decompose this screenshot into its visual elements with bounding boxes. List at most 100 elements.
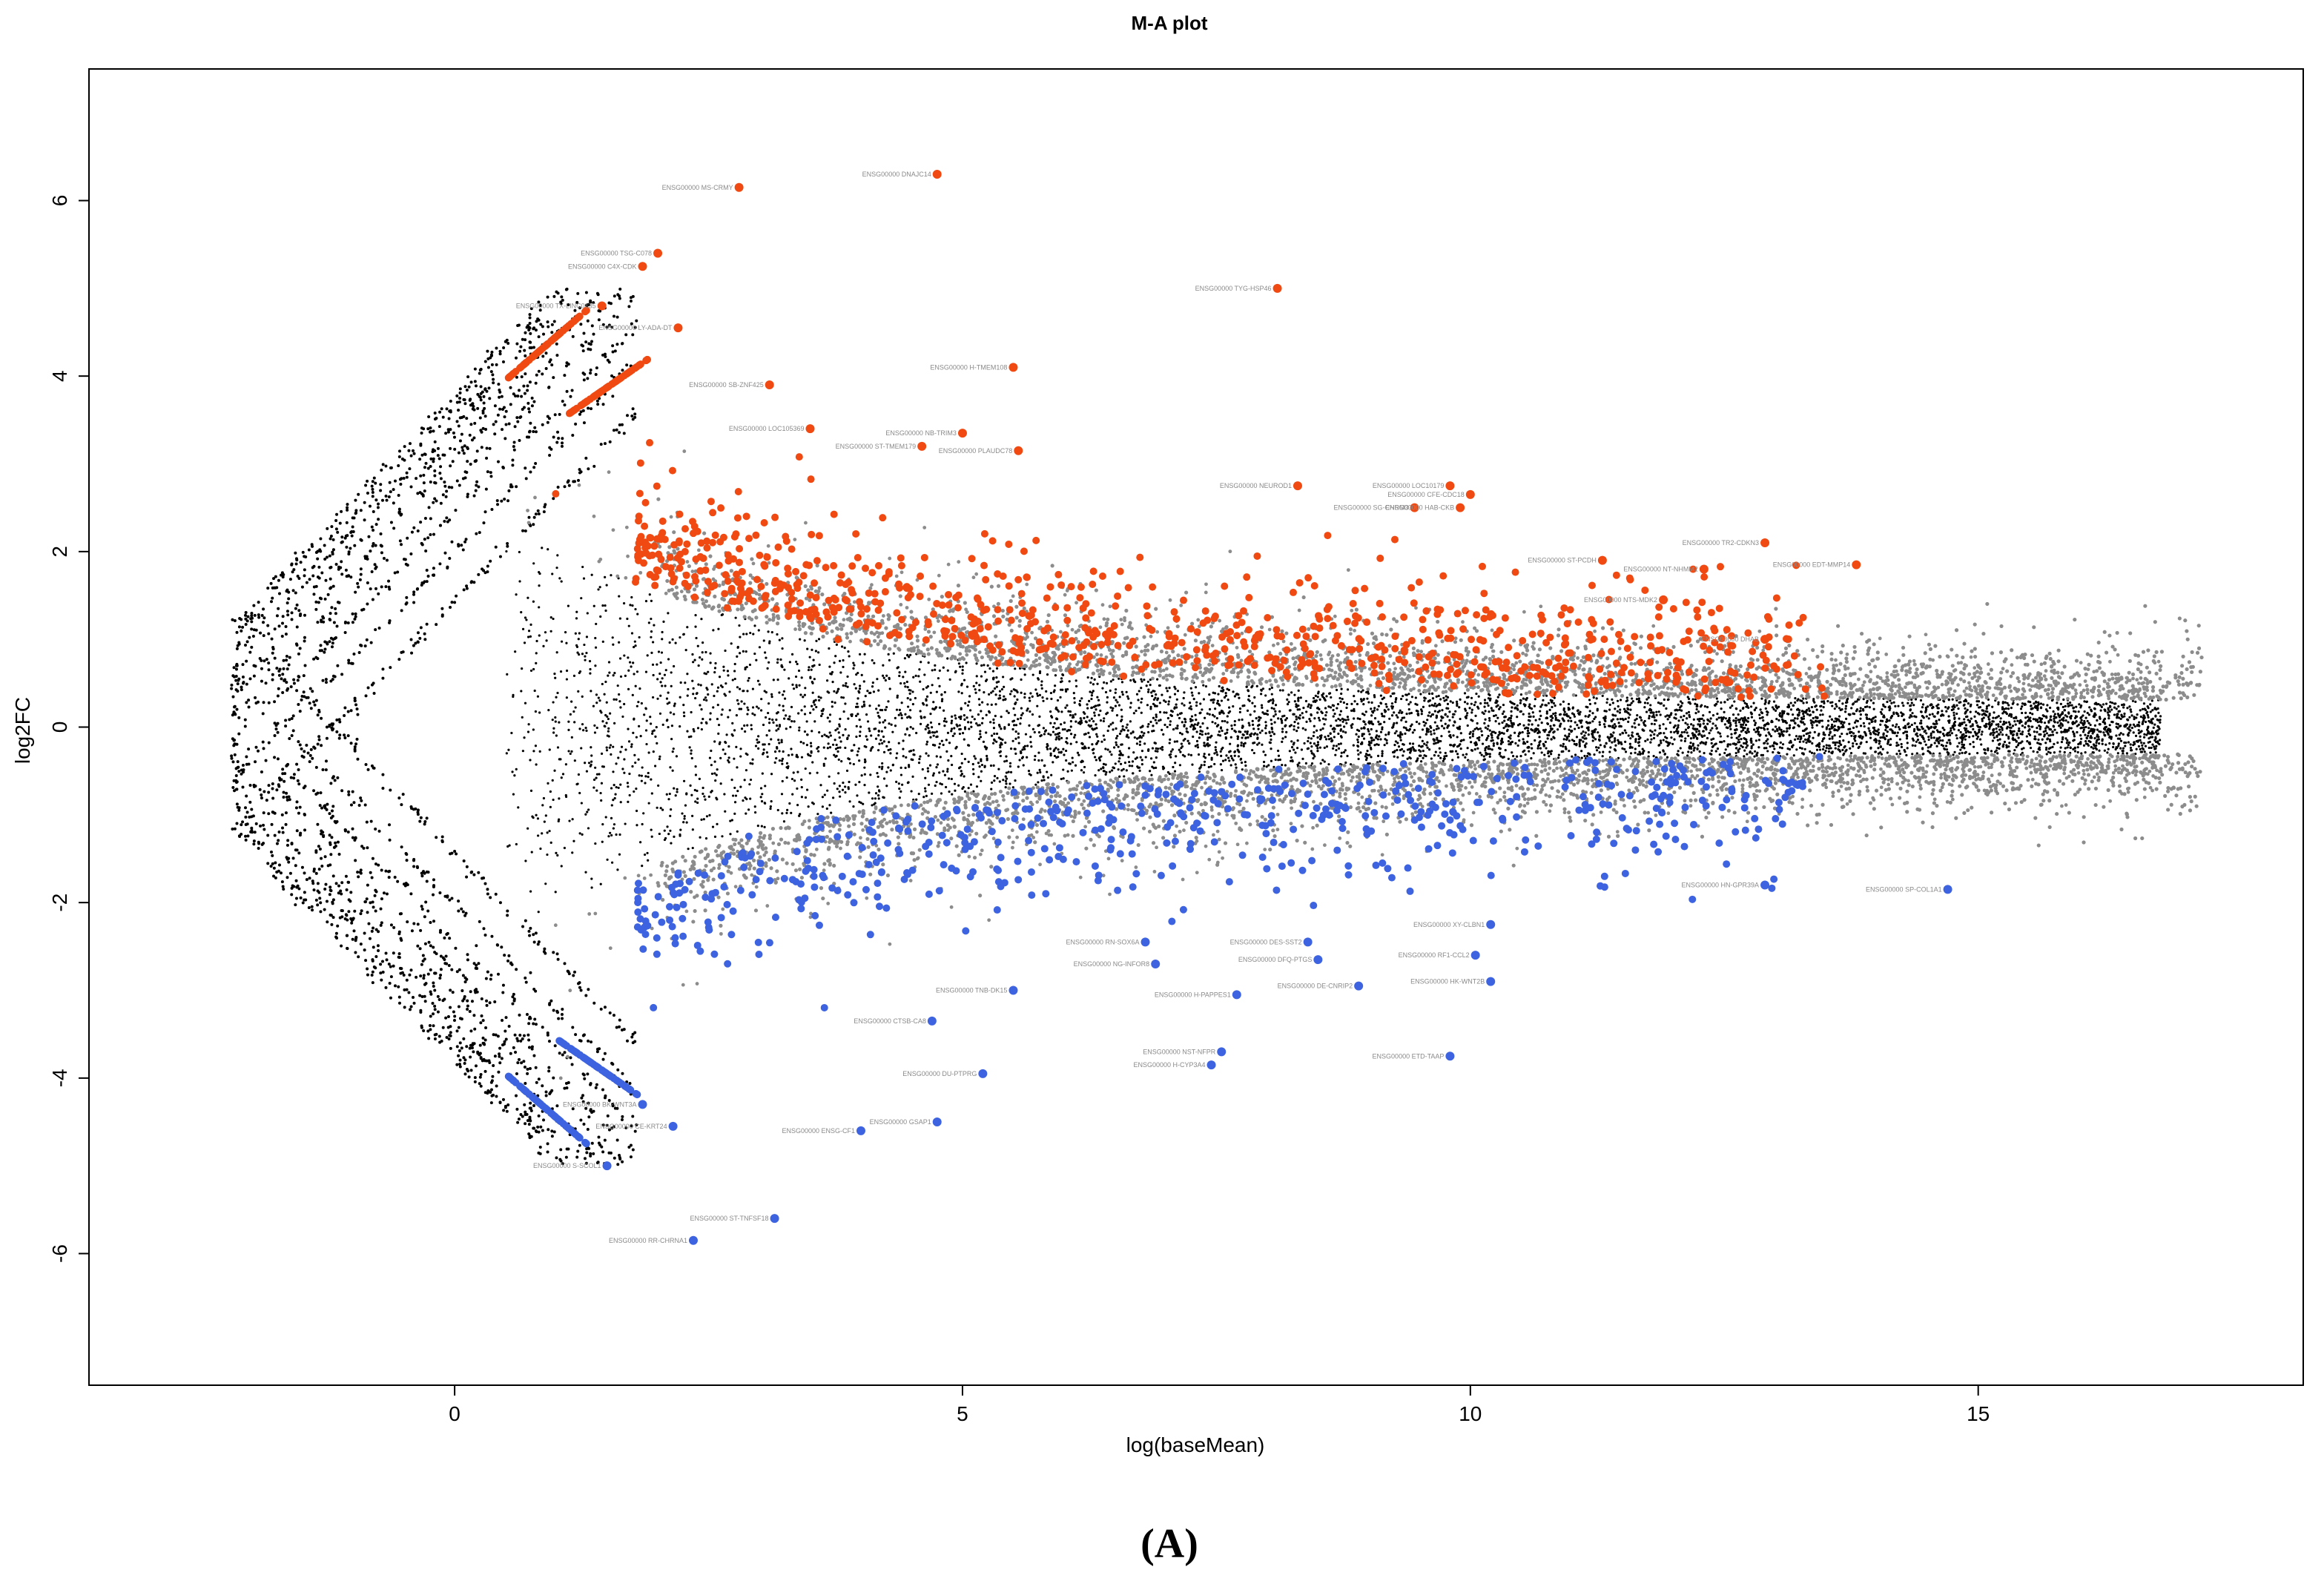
nonsig-point (321, 679, 325, 682)
nonsig-point (240, 629, 243, 633)
nonsig-point (634, 761, 637, 765)
nonsig-point (521, 667, 524, 670)
nonsig-point (1975, 704, 1979, 707)
nonsig-point (457, 899, 460, 903)
nonsig-point (2098, 749, 2101, 752)
nonsig-point (996, 776, 999, 779)
nonsig-point (349, 917, 353, 920)
nonsig-point (1789, 701, 1792, 704)
nonsig-point (472, 1050, 475, 1054)
nonsig-point (1271, 730, 1274, 733)
nonsig-point (1444, 713, 1447, 716)
nonsig-point (281, 690, 285, 694)
nonsig-point (636, 824, 638, 827)
nonsig-point (753, 624, 756, 627)
nonsig-point (748, 783, 751, 786)
nonsig-point (785, 714, 788, 717)
nonsig-point (815, 705, 818, 709)
nonsig-point (1904, 724, 1907, 727)
nonsig-point (1072, 692, 1075, 695)
nonsig-point (1167, 700, 1170, 703)
nonsig-point (580, 1096, 584, 1100)
nonsig-point (503, 1040, 506, 1043)
nonsig-point (267, 784, 271, 788)
nonsig-point (527, 929, 531, 933)
nonsig-point (605, 326, 609, 329)
nonsig-point (552, 294, 556, 298)
nonsig-point (1429, 730, 1432, 733)
nonsig-point (744, 667, 747, 671)
nonsig-point (483, 1091, 487, 1095)
nonsig-point (501, 1043, 504, 1047)
nonsig-point (604, 354, 607, 358)
nonsig-point (432, 567, 435, 570)
nonsig-point (1219, 726, 1223, 729)
nonsig-point (263, 616, 266, 620)
nonsig-point (1938, 719, 1941, 722)
nonsig-point (1686, 696, 1689, 699)
nonsig-point (380, 469, 383, 472)
nonsig-point (524, 616, 527, 619)
nonsig-point (458, 1041, 462, 1045)
nonsig-point (397, 1001, 401, 1005)
nonsig-point (710, 683, 713, 686)
nonsig-point (1483, 722, 1486, 724)
nonsig-point (1074, 684, 1078, 688)
nonsig-point (302, 786, 306, 790)
nonsig-point (924, 776, 927, 779)
nonsig-point (393, 984, 397, 988)
nonsig-point (587, 988, 590, 991)
nonsig-point (429, 480, 432, 483)
nonsig-point (334, 841, 337, 845)
nonsig-point (321, 767, 325, 771)
nonsig-point (529, 1101, 532, 1105)
nonsig-point (359, 509, 363, 512)
nonsig-point (1988, 721, 1991, 724)
nonsig-point (419, 928, 423, 932)
nonsig-point (541, 354, 545, 358)
nonsig-point (696, 797, 699, 800)
nonsig-point (675, 755, 679, 758)
nonsig-point (479, 368, 483, 372)
nonsig-point (1697, 718, 1700, 721)
nonsig-point (297, 675, 301, 679)
nonsig-point (2139, 709, 2142, 712)
nonsig-point (647, 859, 650, 862)
nonsig-point (278, 778, 282, 782)
nonsig-point (1788, 747, 1792, 751)
nonsig-point (1723, 739, 1726, 743)
nonsig-point (772, 721, 775, 724)
nonsig-point (627, 727, 630, 730)
nonsig-point (1431, 697, 1435, 700)
nonsig-point (1423, 699, 1426, 702)
nonsig-point (621, 342, 624, 346)
nonsig-point (252, 783, 256, 787)
nonsig-point (1662, 739, 1665, 742)
nonsig-point (589, 672, 592, 675)
nonsig-point (443, 957, 446, 961)
nonsig-point (438, 562, 442, 566)
nonsig-point (571, 334, 575, 338)
nonsig-point (622, 1028, 626, 1031)
nonsig-point (494, 420, 498, 423)
nonsig-point (473, 380, 477, 383)
nonsig-point (561, 441, 564, 445)
nonsig-point (420, 908, 424, 911)
nonsig-point (607, 727, 610, 730)
nonsig-point (384, 951, 388, 955)
nonsig-point (324, 882, 328, 886)
nonsig-point (881, 762, 884, 765)
nonsig-point (993, 774, 997, 778)
nonsig-point (432, 460, 435, 463)
nonsig-point (688, 746, 691, 749)
nonsig-point (292, 568, 296, 572)
nonsig-point (397, 995, 401, 999)
nonsig-point (852, 661, 855, 664)
nonsig-point (277, 578, 280, 582)
nonsig-point (2150, 699, 2153, 702)
nonsig-point (366, 846, 369, 850)
nonsig-point (704, 721, 707, 724)
nonsig-point (415, 477, 418, 481)
nonsig-point (1532, 715, 1535, 718)
nonsig-point (535, 639, 538, 643)
